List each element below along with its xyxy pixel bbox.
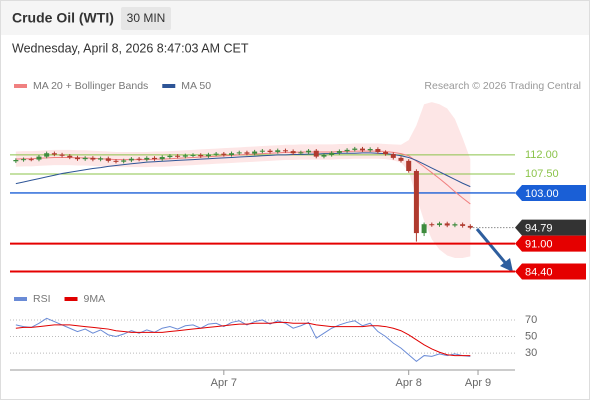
y-tick-label: 50: [525, 330, 537, 342]
candle-body: [444, 223, 450, 226]
candle-body: [321, 154, 327, 157]
candle-body: [398, 157, 404, 161]
candle-body: [152, 157, 158, 160]
candle-body: [460, 224, 466, 226]
candle-body: [59, 154, 65, 156]
candle-body: [282, 150, 288, 152]
y-tick-label: 30: [525, 347, 537, 359]
x-tick-label: Apr 9: [465, 377, 491, 389]
candle-body: [275, 150, 281, 152]
candle-body: [236, 152, 242, 154]
candle-body: [182, 155, 188, 157]
legend-label: MA 50: [181, 80, 211, 92]
legend-swatch: [14, 297, 27, 301]
legend-swatch: [14, 84, 27, 88]
candle-body: [213, 153, 219, 155]
level-box: [515, 235, 586, 252]
legend-label: 9MA: [84, 293, 106, 305]
candle-body: [367, 149, 373, 151]
level-label: 112.00: [525, 149, 558, 161]
candle-body: [406, 160, 412, 171]
candle-body: [329, 152, 335, 155]
candle-body: [413, 170, 419, 234]
candle-body: [313, 150, 319, 157]
candle-body: [175, 155, 181, 157]
candle-body: [375, 149, 381, 152]
candle-body: [252, 151, 258, 154]
header-bg: [1, 1, 589, 35]
candle-body: [244, 152, 250, 154]
attribution: Research © 2026 Trading Central: [424, 80, 581, 92]
candle-body: [28, 159, 34, 161]
x-tick-label: Apr 8: [396, 377, 422, 389]
candle-body: [90, 157, 96, 160]
subtitle: Wednesday, April 8, 2026 8:47:03 AM CET: [12, 41, 249, 55]
candle-body: [67, 155, 73, 158]
candle-body: [298, 152, 304, 154]
candle-body: [128, 158, 134, 161]
candle-body: [352, 148, 358, 150]
candle-body: [190, 154, 196, 156]
chart-title: Crude Oil (WTI): [12, 10, 114, 26]
level-label: 91.00: [525, 239, 553, 251]
candle-body: [336, 151, 342, 153]
candle-body: [359, 148, 365, 151]
x-tick-label: Apr 7: [211, 377, 237, 389]
level-label: 94.79: [525, 223, 553, 235]
level-box: [515, 184, 586, 201]
legend-label: RSI: [33, 293, 51, 305]
level-label: 103.00: [525, 188, 559, 200]
candle-body: [290, 151, 296, 154]
bollinger-band: [15, 102, 471, 259]
candle-body: [105, 158, 111, 161]
candle-body: [421, 224, 427, 234]
candle-body: [221, 153, 227, 155]
legend-swatch: [162, 84, 176, 88]
candle-body: [136, 158, 142, 160]
candle-body: [437, 223, 443, 226]
candle-body: [198, 154, 204, 157]
candle-body: [429, 224, 435, 226]
candle-body: [98, 158, 104, 160]
candle-body: [390, 154, 396, 158]
candle-body: [13, 160, 19, 162]
candle-body: [383, 151, 389, 155]
candle-body: [159, 157, 165, 160]
legend-swatch: [64, 297, 78, 301]
candle-body: [36, 156, 42, 160]
level-label: 107.50: [525, 168, 559, 180]
candle-body: [344, 149, 350, 152]
candle-body: [113, 160, 119, 162]
candle-body: [74, 157, 80, 160]
candle-body: [167, 155, 173, 158]
y-tick-label: 70: [525, 314, 537, 326]
candle-body: [259, 150, 265, 152]
level-label: 84.40: [525, 266, 553, 278]
indicator-line: [15, 317, 471, 363]
candle-body: [467, 225, 473, 228]
candle-body: [82, 157, 88, 160]
candle-body: [51, 153, 57, 155]
candle-body: [205, 154, 211, 157]
candle-body: [229, 153, 235, 155]
candle-body: [21, 159, 27, 161]
candle-body: [452, 224, 458, 226]
timeframe: 30 MIN: [127, 11, 166, 25]
candle-body: [267, 150, 273, 152]
indicator-line: [15, 321, 471, 357]
forecast-arrow-head: [500, 258, 513, 272]
level-box: [515, 219, 586, 236]
timeframe-bg: [121, 7, 171, 30]
legend-label: MA 20 + Bollinger Bands: [33, 80, 148, 92]
candle-body: [306, 150, 312, 153]
level-box: [515, 263, 586, 280]
forecast-arrow: [475, 228, 510, 267]
candle-body: [121, 160, 127, 162]
candle-body: [44, 153, 50, 157]
candle-body: [144, 157, 150, 160]
